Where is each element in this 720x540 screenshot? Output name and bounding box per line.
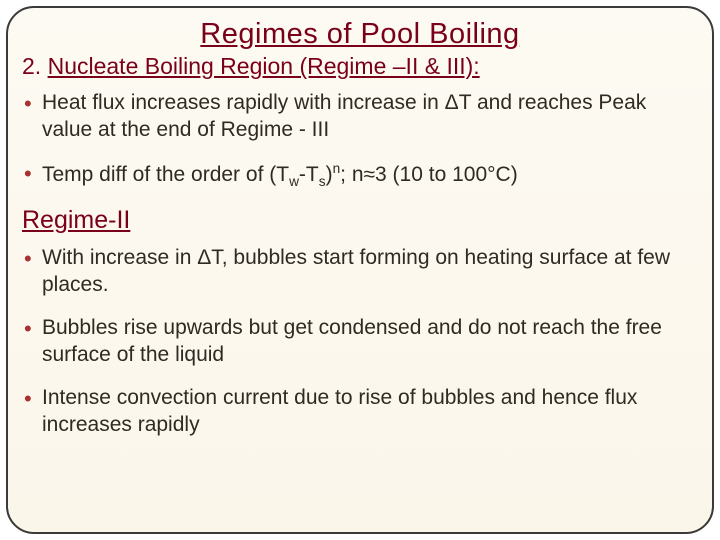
subtitle-number: 2.	[22, 53, 48, 79]
bullet-item: Temp diff of the order of (Tw-Ts)n; n≈3 …	[20, 160, 700, 191]
section-bullet-list: With increase in ΔT, bubbles start formi…	[20, 245, 700, 438]
bullet-item: Bubbles rise upwards but get condensed a…	[20, 315, 700, 369]
slide-subtitle: 2. Nucleate Boiling Region (Regime –II &…	[22, 53, 700, 80]
subtitle-text: Nucleate Boiling Region (Regime –II & II…	[48, 53, 480, 79]
slide-frame: Regimes of Pool Boiling 2. Nucleate Boil…	[6, 6, 714, 534]
bullet-text: Intense convection current due to rise o…	[42, 386, 637, 436]
bullet-text: With increase in ΔT, bubbles start formi…	[42, 246, 670, 296]
bullet-text-mid2: )	[326, 163, 333, 186]
subscript-s: s	[319, 174, 326, 189]
section-heading: Regime-II	[22, 206, 700, 235]
bullet-text-pre: Temp diff of the order of (T	[42, 163, 289, 186]
bullet-text: Bubbles rise upwards but get condensed a…	[42, 316, 662, 366]
subscript-w: w	[289, 174, 299, 189]
slide-title: Regimes of Pool Boiling	[20, 18, 700, 51]
bullet-item: With increase in ΔT, bubbles start formi…	[20, 245, 700, 299]
bullet-item: Intense convection current due to rise o…	[20, 385, 700, 439]
bullet-text: Heat flux increases rapidly with increas…	[42, 91, 646, 141]
bullet-item: Heat flux increases rapidly with increas…	[20, 90, 700, 144]
bullet-text-mid1: -T	[299, 163, 319, 186]
bullet-text-post: ; n≈3 (10 to 100°C)	[340, 163, 518, 186]
top-bullet-list: Heat flux increases rapidly with increas…	[20, 90, 700, 190]
